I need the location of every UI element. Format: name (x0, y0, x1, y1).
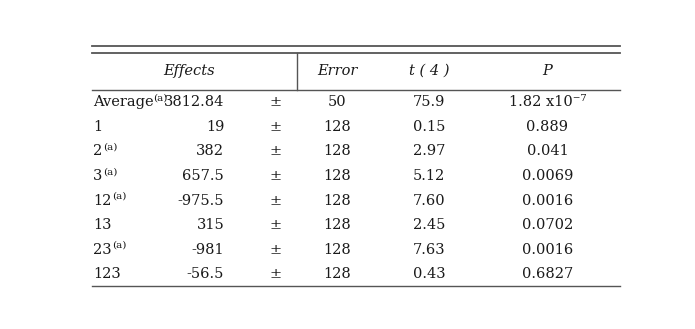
Text: 0.15: 0.15 (413, 120, 445, 134)
Text: (a): (a) (104, 167, 117, 176)
Text: 1: 1 (93, 120, 102, 134)
Text: ±: ± (270, 144, 281, 159)
Text: -975.5: -975.5 (178, 193, 224, 208)
Text: 0.43: 0.43 (413, 267, 445, 281)
Text: ±: ± (270, 120, 281, 134)
Text: 0.0702: 0.0702 (522, 218, 573, 232)
Text: 7.63: 7.63 (413, 243, 445, 257)
Text: ±: ± (270, 169, 281, 183)
Text: (a): (a) (154, 93, 167, 103)
Text: 382: 382 (196, 144, 224, 159)
Text: 12: 12 (93, 193, 112, 208)
Text: (a): (a) (112, 241, 126, 250)
Text: 0.041: 0.041 (527, 144, 569, 159)
Text: (a): (a) (112, 192, 126, 201)
Text: 657.5: 657.5 (183, 169, 224, 183)
Text: 128: 128 (323, 169, 351, 183)
Text: P: P (543, 64, 553, 78)
Text: 2.45: 2.45 (413, 218, 445, 232)
Text: 0.0069: 0.0069 (522, 169, 573, 183)
Text: Average: Average (93, 95, 154, 110)
Text: 7.60: 7.60 (413, 193, 445, 208)
Text: 3: 3 (93, 169, 103, 183)
Text: -981: -981 (192, 243, 224, 257)
Text: 0.6827: 0.6827 (522, 267, 573, 281)
Text: ±: ± (270, 218, 281, 232)
Text: 19: 19 (206, 120, 224, 134)
Text: 128: 128 (323, 144, 351, 159)
Text: 50: 50 (328, 95, 347, 110)
Text: Error: Error (317, 64, 357, 78)
Text: 128: 128 (323, 243, 351, 257)
Text: 2.97: 2.97 (413, 144, 445, 159)
Text: 0.889: 0.889 (526, 120, 569, 134)
Text: 13: 13 (93, 218, 112, 232)
Text: 128: 128 (323, 120, 351, 134)
Text: 128: 128 (323, 218, 351, 232)
Text: 75.9: 75.9 (413, 95, 445, 110)
Text: t ( 4 ): t ( 4 ) (409, 64, 449, 78)
Text: 0.0016: 0.0016 (522, 243, 573, 257)
Text: 5.12: 5.12 (413, 169, 445, 183)
Text: Effects: Effects (163, 64, 215, 78)
Text: 123: 123 (93, 267, 121, 281)
Text: 128: 128 (323, 193, 351, 208)
Text: 1.82 x10⁻⁷: 1.82 x10⁻⁷ (509, 95, 586, 110)
Text: -56.5: -56.5 (187, 267, 224, 281)
Text: 0.0016: 0.0016 (522, 193, 573, 208)
Text: (a): (a) (104, 142, 117, 152)
Text: ±: ± (270, 267, 281, 281)
Text: 2: 2 (93, 144, 103, 159)
Text: 128: 128 (323, 267, 351, 281)
Text: 23: 23 (93, 243, 112, 257)
Text: ±: ± (270, 193, 281, 208)
Text: ±: ± (270, 95, 281, 110)
Text: 3812.84: 3812.84 (164, 95, 224, 110)
Text: ±: ± (270, 243, 281, 257)
Text: 315: 315 (197, 218, 224, 232)
